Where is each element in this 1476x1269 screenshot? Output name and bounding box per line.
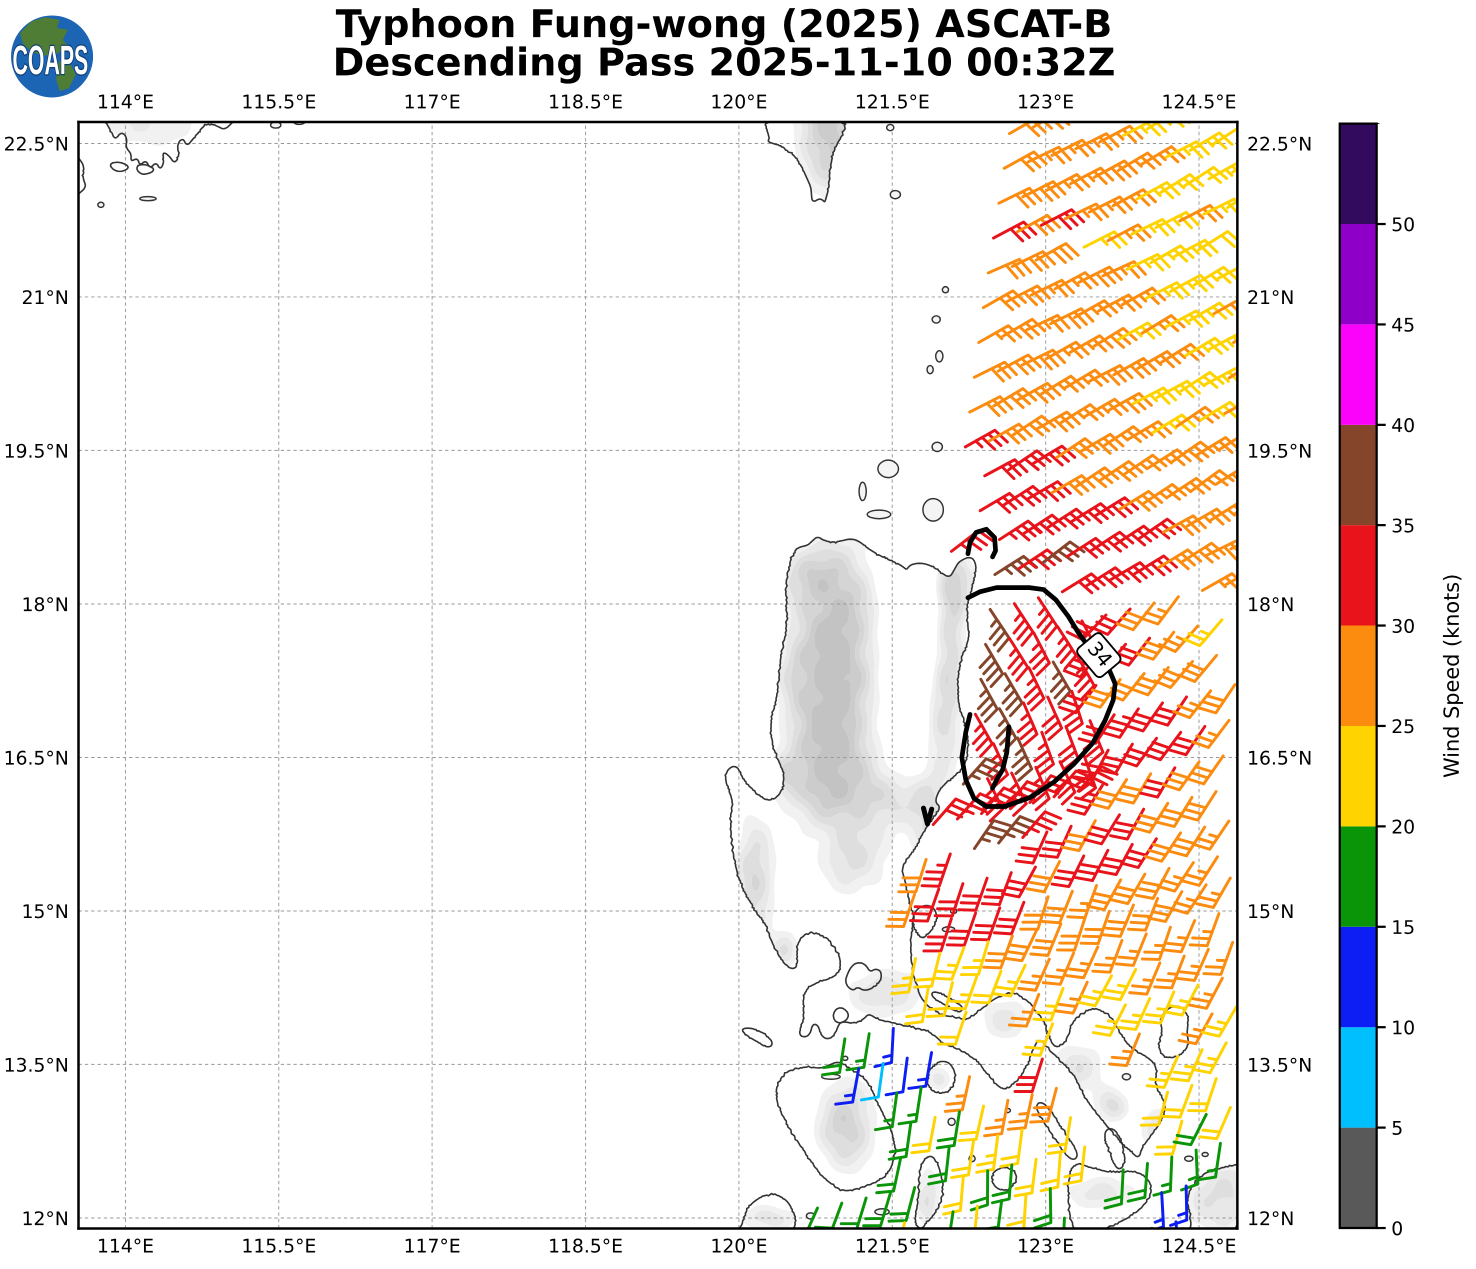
- svg-text:COAPS: COAPS: [13, 36, 89, 82]
